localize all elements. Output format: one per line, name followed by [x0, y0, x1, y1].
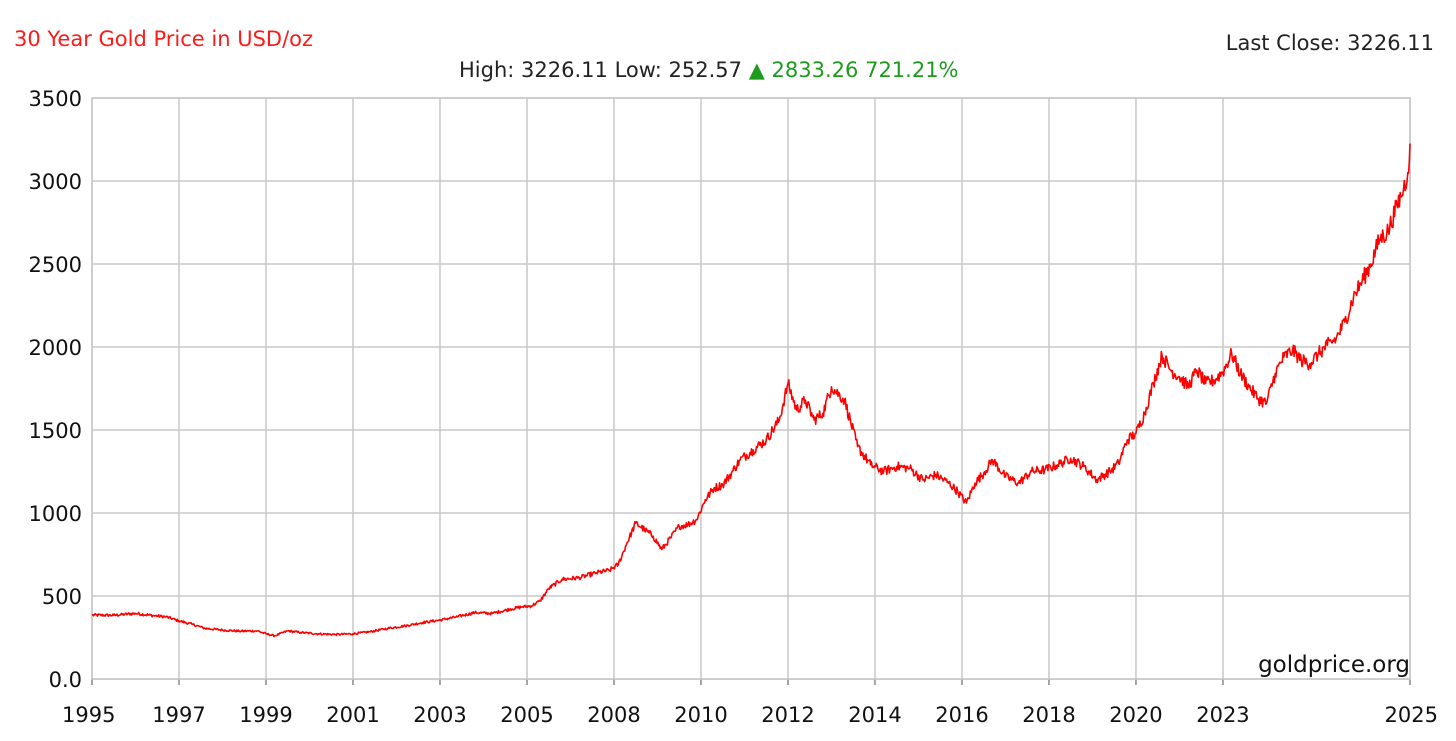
- x-tick-label: 2003: [413, 703, 466, 727]
- last-close-readout: Last Close: 3226.11: [1226, 31, 1434, 55]
- last-close-value: 3226.11: [1347, 31, 1434, 55]
- y-tick-label: 2500: [29, 253, 82, 277]
- change-value: 2833.26: [771, 58, 859, 82]
- y-tick-label: 3000: [29, 170, 82, 194]
- x-tick-label: 2018: [1022, 703, 1075, 727]
- series-line: [91, 143, 1411, 638]
- last-close-label: Last Close:: [1225, 31, 1341, 55]
- low-value: 252.57: [668, 58, 743, 82]
- y-tick-label: 2000: [29, 336, 82, 360]
- x-tick-label: 2025: [1385, 703, 1438, 727]
- y-tick-label: 1000: [29, 502, 82, 526]
- x-tick-label: 1995: [62, 703, 115, 727]
- price-stats: High: 3226.11 Low: 252.57 ▲ 2833.26 721.…: [459, 58, 959, 82]
- high-value: 3226.11: [521, 58, 608, 82]
- tick-labels: 0.0 500 1000 1500 2000 2500 3000 3500 1995 1997 19…: [29, 87, 1438, 727]
- x-tick-label: 2023: [1196, 703, 1249, 727]
- watermark: goldprice.org: [1258, 652, 1410, 678]
- y-tick-label: 1500: [29, 419, 82, 443]
- x-tick-label: 2014: [848, 703, 901, 727]
- x-tick-label: 1997: [152, 703, 205, 727]
- x-tick-label: 2012: [761, 703, 814, 727]
- x-tick-label: 1999: [239, 703, 292, 727]
- low-label: Low:: [614, 58, 662, 82]
- y-tick-label: 3500: [29, 87, 82, 111]
- chart-title: 30 Year Gold Price in USD/oz: [14, 27, 314, 51]
- series-layer: [91, 143, 1411, 638]
- x-tick-label: 2001: [326, 703, 379, 727]
- x-tick-label: 2020: [1109, 703, 1162, 727]
- y-tick-label: 0.0: [49, 668, 82, 692]
- plot-frame: [91, 97, 1411, 680]
- up-triangle-icon: ▲: [748, 58, 765, 82]
- change-percent: 721.21%: [865, 58, 959, 82]
- y-tick-label: 500: [42, 585, 82, 609]
- x-tick-label: 2008: [587, 703, 640, 727]
- x-tick-label: 2010: [674, 703, 727, 727]
- x-tick-label: 2005: [500, 703, 553, 727]
- grid-lines: [91, 97, 1411, 685]
- x-tick-label: 2016: [935, 703, 988, 727]
- high-label: High:: [459, 58, 515, 82]
